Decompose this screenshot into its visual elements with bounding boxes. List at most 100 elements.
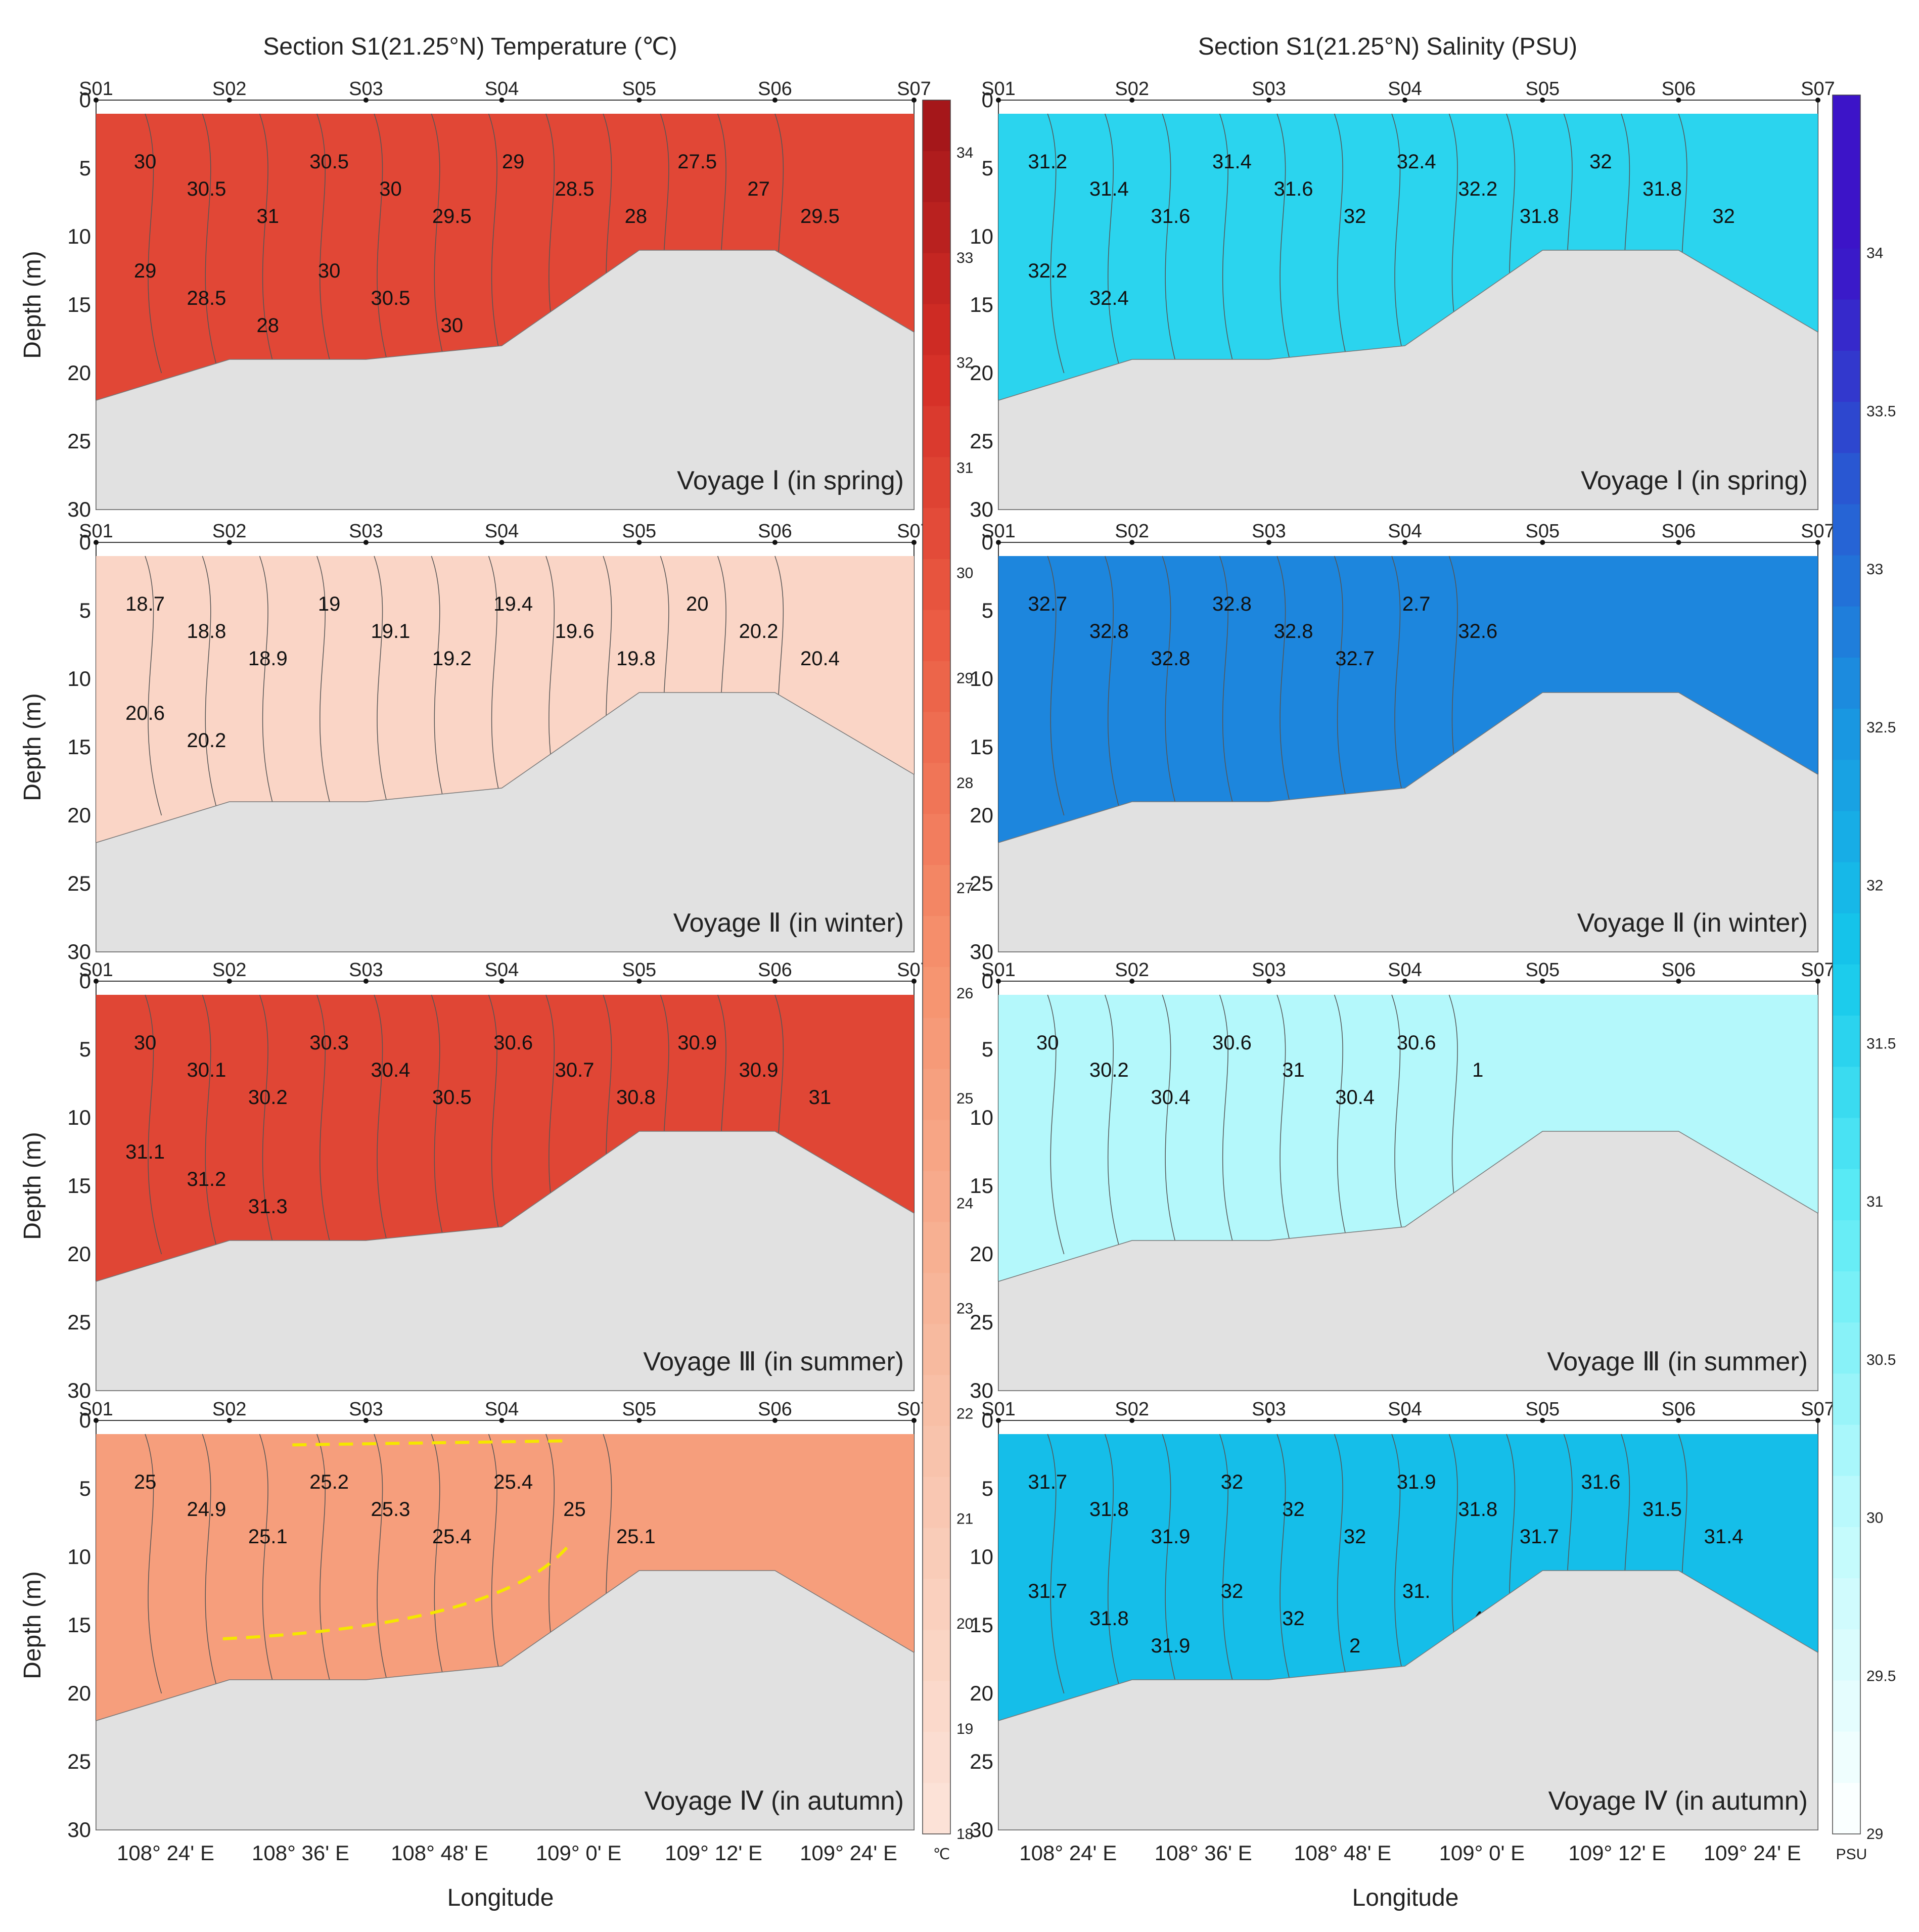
station-marker [1676,979,1681,984]
depth-tick: 30 [970,940,993,963]
contour-label: 30.8 [616,1086,656,1109]
station-marker [363,1418,369,1423]
contour-line [431,113,448,374]
colorbar-swatch [923,661,950,713]
contour-line [1162,1434,1179,1694]
contour-label: 31.8 [1089,1607,1129,1630]
colorbar-swatch [923,1579,950,1631]
station-label: S04 [1388,1399,1422,1420]
colorbar-swatch [923,865,950,917]
contour-label: 30.2 [1089,1059,1129,1081]
contour-label: 20.6 [125,702,165,724]
colorbar-tick: 32.5 [1866,719,1896,736]
station-label: S06 [758,521,792,542]
colorbar-swatch [1833,555,1860,607]
station-marker [499,1418,505,1423]
voyage-label: Voyage Ⅱ (in winter) [673,908,904,938]
contour-label: 25 [563,1498,586,1521]
station-marker [911,979,917,984]
station-label: S02 [1115,1399,1149,1420]
depth-tick: 0 [79,88,91,112]
depth-tick: 0 [982,88,993,112]
contour-label: 25.4 [432,1526,472,1548]
station-label: S01 [79,521,113,542]
contour-label: 31.6 [1581,1471,1621,1493]
station-marker [1676,98,1681,103]
contour-line [316,556,334,816]
colorbar-swatch [923,1732,950,1784]
station-marker [1815,1418,1820,1423]
contour-line [316,1434,334,1694]
contour-label: 30.5 [187,178,226,200]
contour-label: 25.4 [493,1471,533,1493]
contour-label: 31.3 [248,1195,288,1218]
contour-line [1047,113,1065,374]
station-label: S01 [79,959,113,981]
station-label: S05 [1526,78,1560,100]
depth-tick: 20 [970,1681,993,1705]
station-label: S03 [1252,959,1286,981]
depth-tick: 10 [67,1545,91,1569]
contour-label: 30.4 [1335,1086,1375,1109]
depth-tick: 5 [79,156,91,180]
colorbar-swatch [923,916,950,968]
station-marker [1402,979,1408,984]
colorbar-swatch [923,814,950,866]
station-label: S01 [79,1399,113,1420]
station-label: S05 [1526,1399,1560,1420]
contour-label: 30.5 [309,151,349,173]
seabed [96,1570,915,1830]
depth-tick: 15 [970,1174,993,1198]
colorbar-swatch [1833,350,1860,403]
depth-tick: 30 [67,940,91,963]
panel-salinity-1: 31.2 31.4 31.6 31.4 31.6 32 32.4 32.2 31.8 32 31.8… [922,78,1835,521]
contour-line [259,1434,277,1694]
colorbar-tick: 29.5 [1866,1668,1896,1684]
colorbar-swatch [923,1171,950,1223]
contour-line [1391,1434,1409,1694]
contour-label: 19.6 [555,620,595,642]
colorbar-swatch [1833,1118,1860,1170]
depth-tick: 20 [67,361,91,385]
contour-label: 27 [747,178,770,200]
contour-label: 32 [1589,151,1612,173]
contour-label: 31.8 [1520,205,1559,227]
panel-salinity-3: 30 30.2 30.4 30.6 31 30.4 30.6 1 S01 S02 S03 S04 S05… [922,959,1835,1402]
station-label: S05 [622,1399,657,1420]
contour-line [1219,113,1237,374]
contour-label: 30.4 [1151,1086,1190,1109]
contour-label: 30.6 [493,1032,533,1054]
colorbar-swatch [1833,1271,1860,1323]
contour-line [316,113,334,374]
depth-tick: 0 [79,530,91,554]
colorbar-tick: 22 [956,1405,973,1422]
colorbar-swatch [923,1324,950,1376]
depth-tick: 10 [67,667,91,691]
contour-line [1391,556,1409,816]
contour-label: 27.5 [677,151,717,173]
depth-tick: 0 [982,530,993,554]
contour-label: 32.8 [1089,620,1129,642]
colorbar-swatch [1833,1322,1860,1374]
station-marker [1129,98,1135,103]
lon-tick: 109° 12' E [1568,1841,1666,1865]
contour-label: 20 [686,593,709,615]
contour-label: 20.4 [800,648,840,670]
depth-tick: 15 [67,293,91,316]
colorbar-swatch [923,457,950,509]
lon-tick: 108° 24' E [117,1841,214,1865]
depth-tick: 15 [970,1613,993,1637]
depth-tick: 15 [67,1613,91,1637]
station-label: S07 [1801,78,1835,100]
contour-label: 30 [441,314,464,337]
contour-line [1276,113,1294,374]
contour-label: 32.2 [1028,260,1067,282]
depth-tick: 20 [67,1242,91,1266]
colorbar-unit: ℃ [933,1846,950,1863]
contour-label: 19 [318,593,341,615]
contour-label: 31.5 [1642,1498,1682,1521]
station-label: S04 [1388,78,1422,100]
depth-tick: 20 [970,1242,993,1266]
station-marker [772,1418,778,1423]
contour-line [316,994,334,1255]
